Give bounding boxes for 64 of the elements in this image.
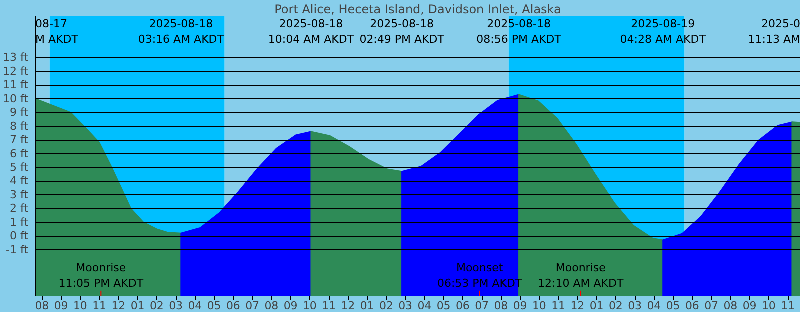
- x-tick-label: 03: [169, 300, 184, 312]
- x-tick-label: 12: [341, 300, 356, 312]
- ref-line-label: Moonrise 11:05 PM AKDT: [58, 261, 144, 290]
- x-tick-label: 07: [246, 300, 260, 312]
- annotation: 2025-08-18 02:49 PM AKDT: [360, 18, 445, 46]
- y-tick-label: 12 ft: [3, 64, 30, 78]
- x-tick-label: 01: [360, 300, 374, 312]
- x-tick-label: 03: [628, 300, 642, 312]
- y-tick-label: 9 ft: [10, 106, 30, 120]
- y-tick-label: 11 ft: [3, 78, 30, 92]
- x-tick-label: 10: [302, 300, 317, 312]
- y-tick-label: 8 ft: [10, 120, 30, 133]
- x-tick-label: 07: [704, 300, 719, 312]
- x-tick-label: 12: [112, 300, 126, 312]
- x-tick-label: 11: [322, 300, 336, 312]
- x-tick-label: 04: [647, 300, 662, 312]
- x-tick-label: 05: [207, 300, 222, 312]
- x-tick-label: 09: [513, 300, 528, 312]
- x-tick-label: 01: [130, 300, 145, 312]
- ref-line-label: Moonrise 12:10 AM AKDT: [538, 261, 624, 290]
- x-tick-label: 09: [742, 300, 757, 312]
- x-tick-label: 09: [284, 300, 298, 312]
- x-tick-label: 07: [475, 300, 490, 312]
- annotation: 2025-0 11:13 AM: [748, 18, 800, 46]
- y-tick-label: 10 ft: [3, 92, 30, 106]
- x-tick-label: 01: [590, 300, 604, 312]
- x-tick-label: 09: [54, 300, 68, 312]
- y-tick-label: 13 ft: [3, 51, 30, 64]
- y-tick-label: 2 ft: [10, 202, 30, 216]
- x-tick-label: 08: [35, 300, 50, 312]
- x-tick-label: 11: [92, 300, 107, 312]
- x-tick-label: 12: [570, 300, 585, 312]
- chart-title: Port Alice, Heceta Island, Davidson Inlet, Alaska: [274, 2, 562, 16]
- x-tick-label: 08: [264, 300, 279, 312]
- annotation: 2025-08-18 10:04 AM AKDT: [268, 18, 354, 46]
- annotation: 2025-08-18 08:56 PM AKDT: [476, 18, 562, 46]
- x-tick-label: 08: [494, 300, 508, 312]
- y-tick-label: 1 ft: [10, 216, 30, 229]
- x-tick-label: 04: [188, 300, 202, 312]
- x-tick-label: 02: [608, 300, 623, 312]
- y-tick-label: 6 ft: [10, 147, 30, 160]
- x-tick-label: 10: [73, 300, 88, 312]
- x-tick-label: 04: [418, 300, 432, 312]
- x-tick-label: 08: [724, 300, 738, 312]
- x-tick-label: 11: [781, 300, 796, 312]
- y-tick-label: 7 ft: [10, 134, 30, 147]
- x-tick-label: 10: [762, 300, 776, 312]
- x-tick-label: 05: [436, 300, 451, 312]
- y-tick-label: -1 ft: [6, 243, 30, 256]
- x-tick-label: 02: [150, 300, 164, 312]
- annotation: 08-17 M AKDT: [36, 18, 79, 46]
- annotation: 2025-08-18 03:16 AM AKDT: [138, 18, 224, 46]
- x-tick-label: 11: [552, 300, 566, 312]
- x-tick-label: 06: [685, 300, 700, 312]
- y-tick-label: 5 ft: [10, 160, 30, 174]
- x-tick-label: 06: [456, 300, 470, 312]
- x-tick-label: 03: [398, 300, 413, 312]
- x-tick-label: 02: [379, 300, 394, 312]
- x-tick-label: 10: [532, 300, 546, 312]
- x-tick-label: 05: [666, 300, 680, 312]
- x-tick-label: 06: [226, 300, 240, 312]
- y-tick-label: 4 ft: [10, 174, 30, 188]
- y-tick-label: 3 ft: [10, 188, 30, 202]
- y-tick-label: 0 ft: [10, 230, 30, 243]
